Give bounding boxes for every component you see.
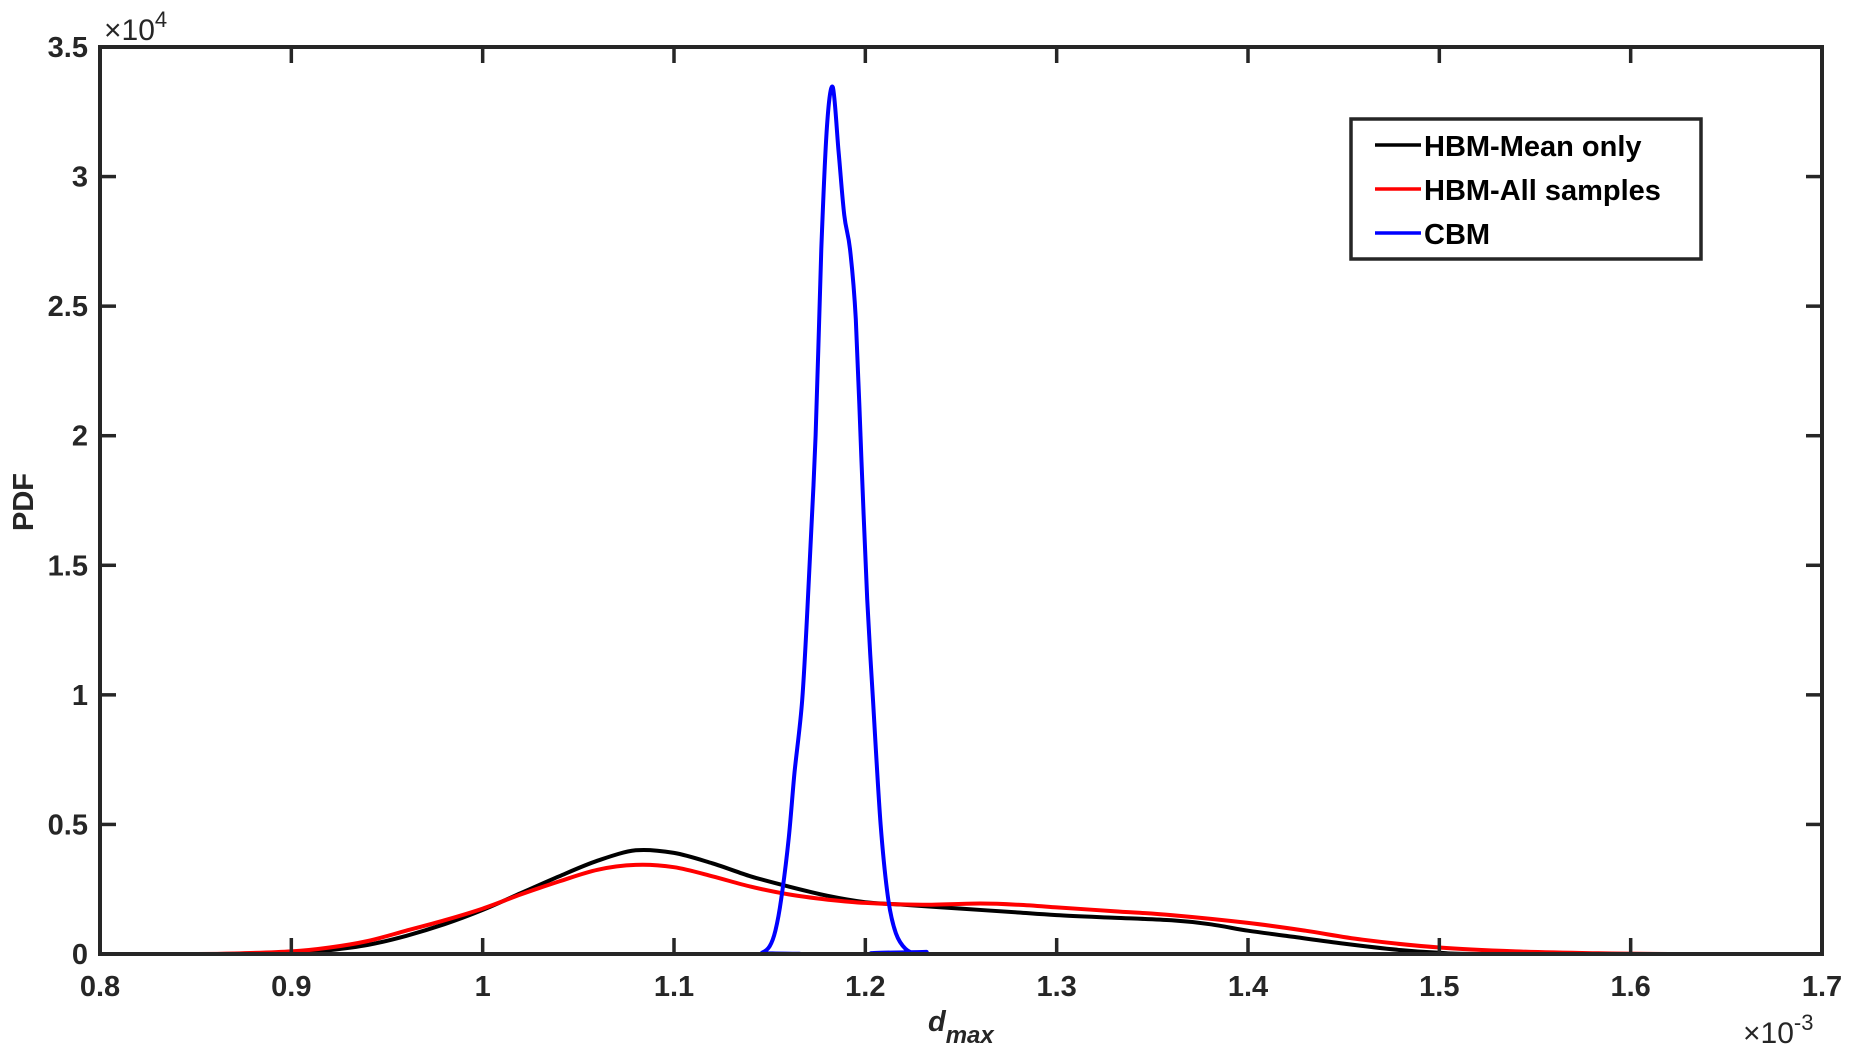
x-tick-label: 0.9: [271, 971, 311, 1003]
x-tick-label: 0.8: [80, 971, 120, 1003]
y-tick-label: 2: [72, 421, 88, 453]
y-axis-label: PDF: [8, 473, 40, 531]
y-tick-label: 0.5: [48, 809, 88, 841]
y-tick-label: 1: [72, 680, 88, 712]
x-tick-label: 1.3: [1037, 971, 1077, 1003]
y-tick-label: 0: [72, 939, 88, 971]
legend-label-cbm: CBM: [1424, 219, 1490, 251]
x-multiplier-base: ×10: [1743, 1017, 1794, 1050]
series-hbm-all-samples-line: [100, 862, 1823, 957]
x-axis-label-subscript: max: [946, 1022, 996, 1049]
x-axis-multiplier: ×10-3: [1743, 1010, 1813, 1050]
x-tick-label: 1: [475, 971, 491, 1003]
x-axis-label-main: d: [928, 1006, 947, 1038]
y-tick-label: 1.5: [48, 550, 88, 582]
legend-label-hbm-all-samples: HBM-All samples: [1424, 175, 1661, 207]
axes-box: [98, 45, 1824, 956]
axis-tick-labels: 0.8 0.9 1 1.1 1.2 1.3 1.4 1.5 1.6 1.7 0 0.5 1 1.5 2 2.5…: [48, 32, 1842, 1003]
legend-label-hbm-mean-only: HBM-Mean only: [1424, 131, 1642, 163]
legend-entry-hbm-all-samples: HBM-All samples: [1375, 175, 1661, 207]
y-tick-label: 3.5: [48, 32, 88, 64]
y-multiplier-base: ×10: [104, 14, 155, 47]
axis-ticks: [98, 45, 1824, 956]
x-tick-label: 1.6: [1611, 971, 1651, 1003]
legend-entry-cbm: CBM: [1375, 219, 1490, 251]
x-tick-label: 1.1: [654, 971, 694, 1003]
x-multiplier-exponent: -3: [1794, 1010, 1814, 1035]
series-hbm-mean-only-line: [100, 847, 1823, 957]
x-tick-label: 1.5: [1419, 971, 1459, 1003]
x-tick-label: 1.4: [1228, 971, 1268, 1003]
y-tick-label: 3: [72, 162, 88, 194]
y-tick-label: 2.5: [48, 291, 88, 323]
x-tick-label: 1.2: [845, 971, 885, 1003]
x-tick-label: 1.7: [1802, 971, 1842, 1003]
legend-entry-hbm-mean-only: HBM-Mean only: [1375, 131, 1642, 163]
legend: HBM-Mean only HBM-All samples CBM: [1349, 117, 1703, 261]
y-multiplier-exponent: 4: [155, 7, 167, 32]
x-axis-label: dmax: [928, 1006, 995, 1049]
y-axis-multiplier: ×104: [104, 7, 167, 47]
